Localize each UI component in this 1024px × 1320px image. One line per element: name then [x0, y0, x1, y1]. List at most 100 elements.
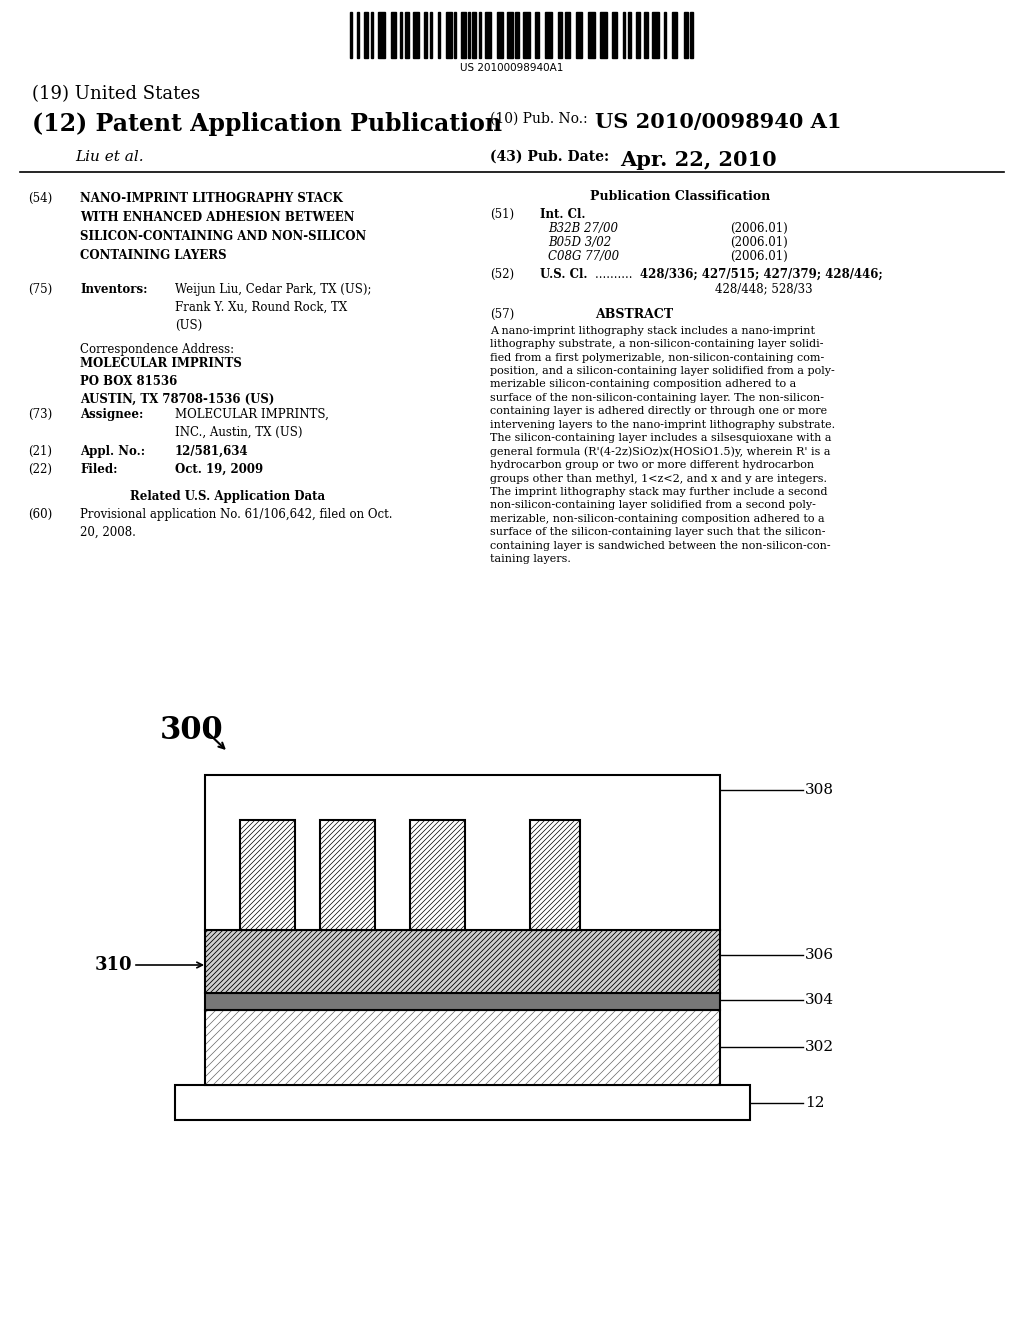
Text: (2006.01): (2006.01) [730, 222, 787, 235]
Bar [652, 12, 658, 58]
Bar [205, 993, 720, 1010]
Bar [479, 12, 481, 58]
Bar [665, 12, 667, 58]
Bar [690, 12, 693, 58]
Bar [536, 12, 539, 58]
Text: (21): (21) [28, 445, 52, 458]
Bar [600, 12, 607, 58]
Text: Apr. 22, 2010: Apr. 22, 2010 [620, 150, 776, 170]
Text: NANO-IMPRINT LITHOGRAPHY STACK
WITH ENHANCED ADHESION BETWEEN
SILICON-CONTAINING: NANO-IMPRINT LITHOGRAPHY STACK WITH ENHA… [80, 191, 367, 261]
Text: 310: 310 [95, 956, 133, 974]
Bar [205, 931, 720, 993]
Text: Weijun Liu, Cedar Park, TX (US);
Frank Y. Xu, Round Rock, TX
(US): Weijun Liu, Cedar Park, TX (US); Frank Y… [175, 282, 372, 333]
Bar [485, 12, 490, 58]
Bar [406, 12, 409, 58]
Text: U.S. Cl.: U.S. Cl. [540, 268, 588, 281]
Text: Assignee:: Assignee: [80, 408, 143, 421]
Bar [558, 12, 562, 58]
Bar [356, 12, 358, 58]
Bar [410, 820, 465, 931]
Bar [461, 12, 466, 58]
Bar [365, 12, 369, 58]
Text: C08G 77/00: C08G 77/00 [548, 249, 620, 263]
Bar [454, 12, 456, 58]
Text: (2006.01): (2006.01) [730, 249, 787, 263]
Bar [350, 12, 352, 58]
Text: (54): (54) [28, 191, 52, 205]
Bar [530, 820, 580, 931]
Bar [446, 12, 452, 58]
Text: Filed:: Filed: [80, 463, 118, 477]
Text: (75): (75) [28, 282, 52, 296]
Text: (52): (52) [490, 268, 514, 281]
Text: (57): (57) [490, 308, 514, 321]
Bar [523, 12, 529, 58]
Text: (19) United States: (19) United States [32, 84, 200, 103]
Text: (10) Pub. No.:: (10) Pub. No.: [490, 112, 588, 125]
Text: (60): (60) [28, 508, 52, 521]
Text: Appl. No.:: Appl. No.: [80, 445, 145, 458]
Text: 302: 302 [805, 1040, 835, 1053]
Bar [391, 12, 395, 58]
Bar [507, 12, 513, 58]
Bar [672, 12, 677, 58]
Bar [545, 12, 552, 58]
Bar [430, 12, 432, 58]
Text: Correspondence Address:: Correspondence Address: [80, 343, 234, 356]
Bar [612, 12, 616, 58]
Bar [319, 820, 375, 931]
Text: (43) Pub. Date:: (43) Pub. Date: [490, 150, 609, 164]
Bar [564, 12, 570, 58]
Text: 12/581,634: 12/581,634 [175, 445, 249, 458]
Text: 304: 304 [805, 993, 835, 1007]
Bar [577, 12, 582, 58]
Bar [589, 12, 595, 58]
Text: (2006.01): (2006.01) [730, 236, 787, 249]
Text: Int. Cl.: Int. Cl. [540, 209, 586, 220]
Bar [684, 12, 688, 58]
Text: (51): (51) [490, 209, 514, 220]
Bar [515, 12, 519, 58]
Text: MOLECULAR IMPRINTS
PO BOX 81536
AUSTIN, TX 78708-1536 (US): MOLECULAR IMPRINTS PO BOX 81536 AUSTIN, … [80, 356, 274, 407]
Text: Provisional application No. 61/106,642, filed on Oct.
20, 2008.: Provisional application No. 61/106,642, … [80, 508, 392, 539]
Text: 428/448; 528/33: 428/448; 528/33 [640, 282, 813, 294]
Bar [205, 1010, 720, 1085]
Text: B05D 3/02: B05D 3/02 [548, 236, 611, 249]
Bar [240, 820, 295, 931]
Bar [371, 12, 373, 58]
Text: Related U.S. Application Data: Related U.S. Application Data [130, 490, 326, 503]
Text: (73): (73) [28, 408, 52, 421]
Text: 300: 300 [160, 715, 223, 746]
Bar [399, 12, 402, 58]
Bar [623, 12, 626, 58]
Bar [378, 12, 385, 58]
Text: A nano-imprint lithography stack includes a nano-imprint
lithography substrate, : A nano-imprint lithography stack include… [490, 326, 836, 564]
Text: ABSTRACT: ABSTRACT [595, 308, 673, 321]
Bar [205, 775, 720, 931]
Bar [498, 12, 503, 58]
Text: 428/336; 427/515; 427/379; 428/446;: 428/336; 427/515; 427/379; 428/446; [640, 268, 883, 281]
Text: ..........: .......... [595, 268, 636, 281]
Text: (22): (22) [28, 463, 52, 477]
Bar [629, 12, 631, 58]
Bar [468, 12, 470, 58]
Text: US 20100098940A1: US 20100098940A1 [461, 63, 563, 73]
Text: Inventors:: Inventors: [80, 282, 147, 296]
Bar [644, 12, 648, 58]
Bar [424, 12, 427, 58]
Text: Liu et al.: Liu et al. [75, 150, 143, 164]
Text: B32B 27/00: B32B 27/00 [548, 222, 618, 235]
Text: 12: 12 [805, 1096, 824, 1110]
Text: US 2010/0098940 A1: US 2010/0098940 A1 [595, 112, 842, 132]
Bar [175, 1085, 750, 1119]
Text: Publication Classification: Publication Classification [590, 190, 770, 203]
Text: MOLECULAR IMPRINTS,
INC., Austin, TX (US): MOLECULAR IMPRINTS, INC., Austin, TX (US… [175, 408, 329, 440]
Text: Oct. 19, 2009: Oct. 19, 2009 [175, 463, 263, 477]
Bar [438, 12, 440, 58]
Bar [413, 12, 420, 58]
Bar [636, 12, 640, 58]
Text: (12) Patent Application Publication: (12) Patent Application Publication [32, 112, 502, 136]
Bar [472, 12, 476, 58]
Text: 308: 308 [805, 783, 834, 797]
Text: 306: 306 [805, 948, 835, 962]
